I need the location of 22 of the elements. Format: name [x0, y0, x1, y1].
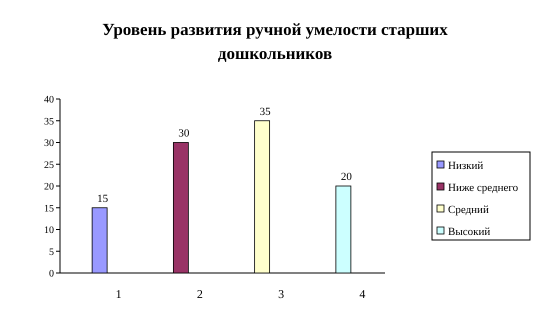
y-tick-label: 5 [49, 246, 54, 258]
x-tick-label: 1 [116, 287, 122, 301]
x-tick-label: 3 [278, 287, 284, 301]
y-tick-label: 20 [44, 182, 54, 192]
y-tick-label: 0 [49, 268, 54, 280]
data-label: 30 [178, 128, 190, 140]
data-label: 15 [97, 192, 109, 205]
legend-label: Низкий [448, 160, 484, 172]
legend-label: Ниже среднего [448, 182, 519, 194]
y-tick-label: 15 [44, 203, 54, 214]
x-tick-label: 2 [196, 287, 203, 301]
y-tick-label: 30 [44, 138, 54, 149]
y-tick-label: 40 [44, 94, 54, 106]
x-tick-label: 4 [359, 287, 366, 301]
y-tick-label: 10 [44, 225, 54, 236]
y-tick-label: 25 [44, 160, 54, 171]
data-label: 35 [260, 106, 272, 118]
data-label: 20 [340, 171, 352, 183]
legend-label: Высокий [448, 226, 490, 238]
chart-title: Уровень развития ручной умелости старших дошкольников [102, 20, 448, 63]
y-tick-label: 35 [44, 116, 54, 128]
legend-label: Средний [448, 204, 489, 216]
